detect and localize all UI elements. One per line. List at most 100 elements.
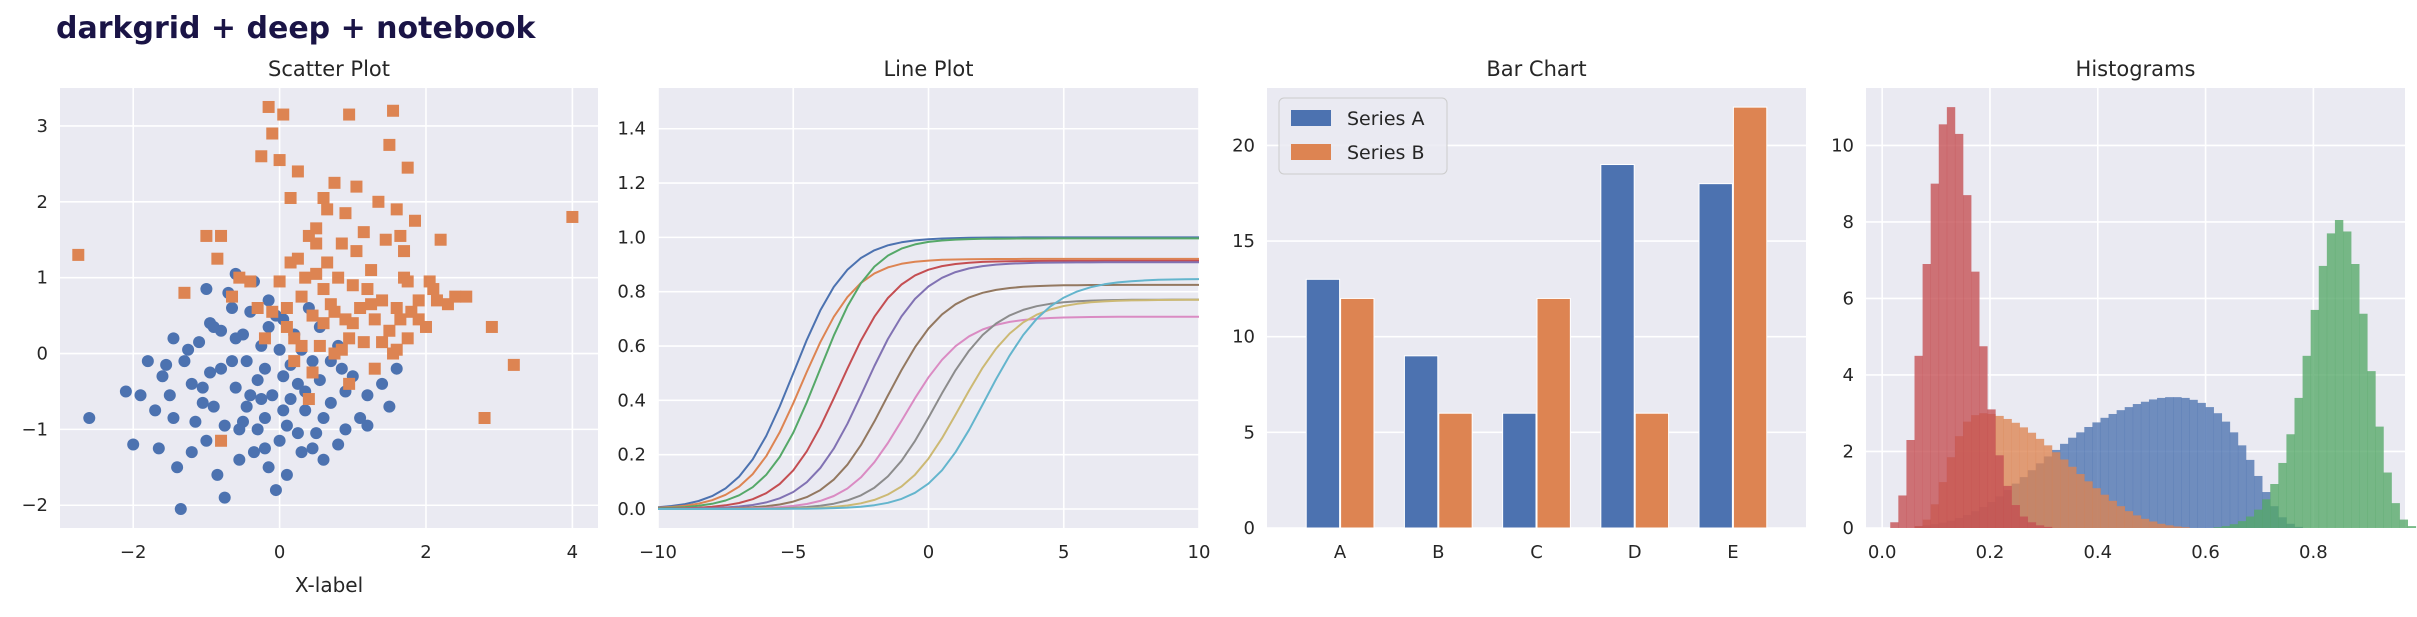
histogram-bin (2148, 399, 2158, 528)
legend: Series A Series B (1278, 97, 1448, 175)
scatter-point (317, 283, 330, 296)
y-tick-label: 15 (1232, 231, 1255, 252)
scatter-point (383, 324, 396, 337)
y-tick-label: −1 (21, 419, 48, 440)
histogram-bin (1898, 495, 1907, 528)
scatter-point (196, 396, 209, 409)
histogram-bin (2076, 474, 2085, 528)
scatter-point (127, 438, 140, 451)
panel-title: Histograms (2076, 57, 2196, 81)
line-series (658, 278, 1199, 510)
scatter-point (328, 176, 341, 189)
scatter-point (357, 336, 370, 349)
histogram-bin (2132, 404, 2142, 528)
scatter-point (233, 453, 246, 466)
scatter-point (306, 366, 319, 379)
category-label: D (1628, 542, 1642, 563)
histogram-bin (2197, 402, 2206, 528)
scatter-point (280, 468, 293, 481)
scatter-point (233, 271, 246, 284)
bar (1403, 355, 1439, 529)
scatter-point (299, 404, 312, 417)
scatter-point (262, 294, 275, 307)
line-series (658, 257, 1199, 509)
scatter-point (174, 503, 187, 516)
scatter-point (376, 377, 389, 390)
histogram-bin (2262, 499, 2271, 528)
scatter-point (215, 229, 228, 242)
histogram-panel: 0 2 4 6 8 10 0.0 0.2 0.4 0.6 0.8 Histograms (1831, 57, 2417, 563)
histogram-bin (2011, 422, 2020, 528)
histogram-bin (2092, 488, 2101, 528)
scatter-point (200, 229, 213, 242)
histogram-bin (1946, 107, 1956, 528)
scatter-point (339, 207, 352, 220)
line-series (658, 259, 1199, 510)
histogram-bin (2027, 522, 2037, 528)
x-tick-label: 0.0 (1868, 542, 1897, 563)
histogram-bin (2140, 518, 2150, 528)
scatter-point (196, 381, 209, 394)
scatter-point (332, 271, 345, 284)
category-label: E (1727, 542, 1738, 563)
x-axis-label: X-label (295, 573, 363, 597)
histogram-bin (1906, 440, 1915, 528)
scatter-point (449, 290, 462, 303)
histogram-bin (1971, 271, 1980, 528)
x-tick-label: 0.6 (2191, 542, 2220, 563)
histogram-bin (1930, 183, 1940, 529)
scatter-point (258, 362, 271, 375)
histogram-bin (2237, 521, 2247, 528)
scatter-point (251, 423, 264, 436)
scatter-point (269, 484, 282, 497)
y-tick-label: 2 (1843, 441, 1854, 462)
y-tick-label: 1.0 (617, 227, 646, 248)
scatter-point (383, 138, 396, 151)
scatter-point (193, 336, 206, 349)
histogram-bin (1963, 195, 1972, 528)
scatter-point (215, 434, 228, 447)
scatter-point (185, 446, 198, 459)
scatter-point (339, 423, 352, 436)
scatter-point (390, 343, 403, 356)
scatter-point (302, 393, 315, 406)
x-tick-label: 5 (1058, 542, 1069, 563)
y-tick-label: 0 (1244, 518, 1255, 539)
line-series (658, 261, 1199, 510)
y-tick-label: 0.6 (617, 336, 646, 357)
y-tick-label: 10 (1232, 327, 1255, 348)
histogram-bin (2019, 516, 2028, 528)
scatter-point (478, 412, 491, 424)
y-tick-label: 0.2 (617, 445, 646, 466)
x-tick-label: 4 (567, 542, 578, 563)
y-tick-label: 1 (37, 268, 48, 289)
scatter-point (149, 404, 162, 417)
scatter-point (258, 442, 271, 455)
histogram-bin (2035, 438, 2045, 528)
histogram-bin (2270, 484, 2279, 528)
scatter-point (485, 320, 498, 333)
y-tick-label: 20 (1232, 135, 1255, 156)
scatter-point (266, 389, 279, 402)
scatter-point (240, 355, 253, 368)
scatter-point (167, 412, 180, 424)
scatter-point (295, 339, 308, 352)
histogram-bin (2140, 401, 2150, 528)
scatter-point (288, 355, 301, 368)
y-tick-label: 0.4 (617, 390, 646, 411)
histogram-bin (2108, 500, 2117, 528)
scatter-point (229, 381, 242, 394)
scatter-point (361, 389, 374, 402)
scatter-point (218, 419, 231, 432)
scatter-point (434, 233, 447, 246)
histogram-bin (2254, 475, 2263, 528)
scatter-point (321, 256, 334, 269)
histogram-bin (2205, 407, 2214, 528)
scatter-point (306, 309, 319, 322)
scatter-point (273, 275, 286, 288)
scatter-point (409, 214, 422, 227)
y-tick-label: 1.2 (617, 173, 646, 194)
scatter-point (284, 393, 297, 406)
histogram-bin (2318, 265, 2328, 528)
histogram-bin (2189, 399, 2198, 528)
